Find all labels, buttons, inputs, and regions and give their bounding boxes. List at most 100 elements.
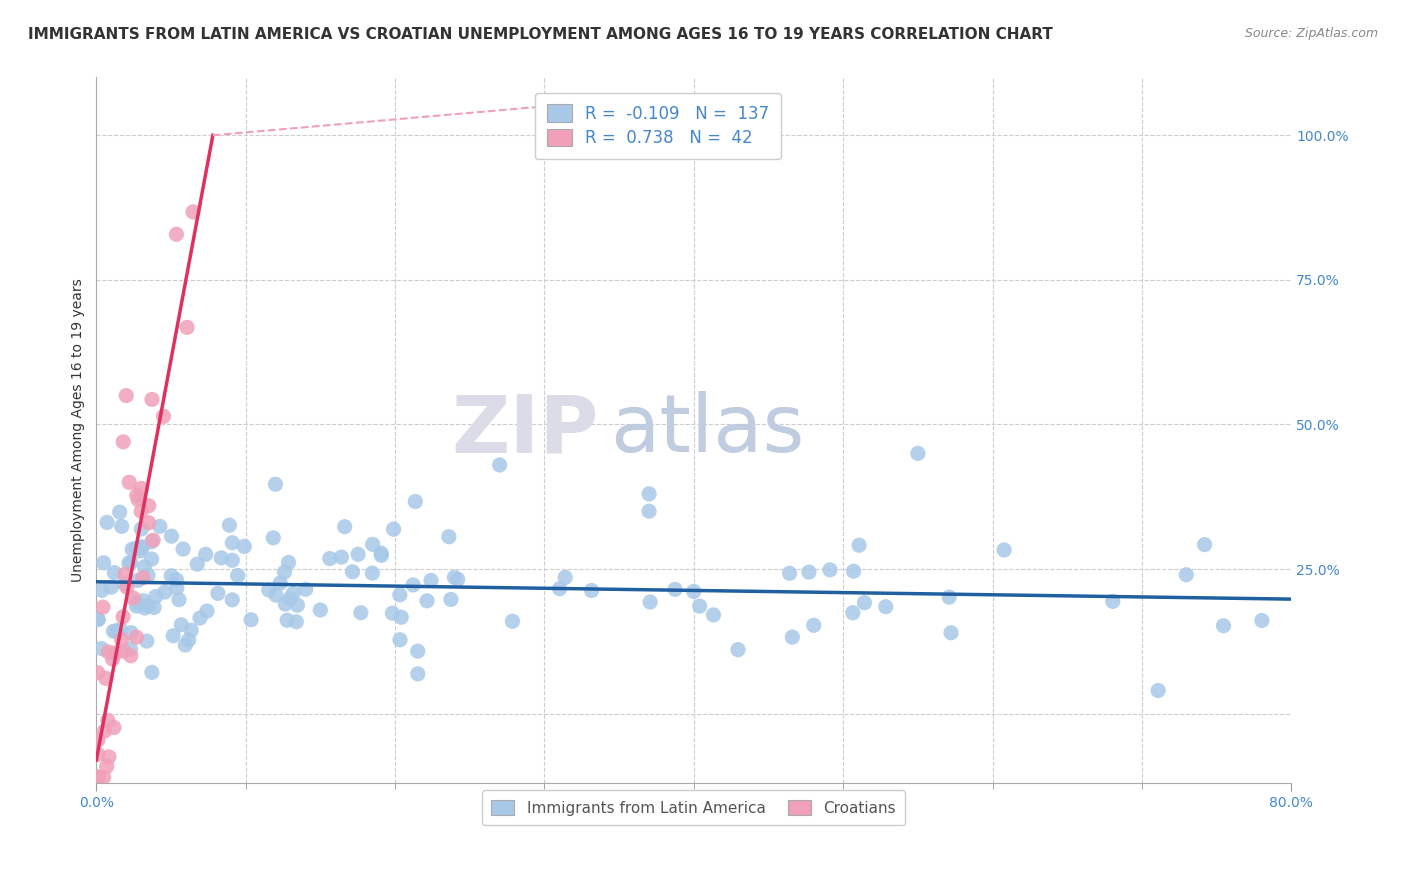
- Point: [87, 733, 110, 747]
- Point: [276, 613, 298, 627]
- Point: [1175, 567, 1198, 582]
- Point: [97, 645, 120, 659]
- Point: [110, 632, 132, 647]
- Point: [132, 593, 155, 607]
- Point: [103, 566, 125, 580]
- Point: [120, 648, 142, 663]
- Point: [141, 392, 163, 407]
- Point: [103, 721, 125, 735]
- Point: [125, 599, 148, 614]
- Point: [114, 567, 136, 582]
- Point: [842, 564, 865, 578]
- Point: [93, 770, 115, 784]
- Point: [165, 227, 187, 242]
- Point: [87, 665, 110, 680]
- Point: [160, 529, 183, 543]
- Point: [443, 570, 465, 584]
- Point: [488, 458, 510, 472]
- Point: [90, 641, 112, 656]
- Point: [118, 556, 141, 570]
- Point: [127, 574, 149, 588]
- Point: [162, 629, 184, 643]
- Point: [240, 613, 263, 627]
- Point: [97, 750, 120, 764]
- Text: Source: ZipAtlas.com: Source: ZipAtlas.com: [1244, 27, 1378, 40]
- Point: [416, 594, 439, 608]
- Point: [1212, 618, 1234, 632]
- Point: [277, 556, 299, 570]
- Point: [125, 541, 148, 556]
- Point: [269, 576, 291, 591]
- Point: [111, 519, 134, 533]
- Point: [167, 592, 190, 607]
- Point: [388, 632, 411, 647]
- Point: [875, 599, 897, 614]
- Point: [853, 596, 876, 610]
- Y-axis label: Unemployment Among Ages 16 to 19 years: Unemployment Among Ages 16 to 19 years: [72, 278, 86, 582]
- Point: [97, 714, 120, 728]
- Point: [274, 597, 297, 611]
- Point: [131, 482, 153, 496]
- Point: [114, 576, 136, 591]
- Point: [370, 549, 392, 563]
- Point: [115, 388, 138, 402]
- Point: [110, 623, 132, 637]
- Point: [96, 759, 118, 773]
- Point: [170, 617, 193, 632]
- Point: [207, 586, 229, 600]
- Point: [907, 446, 929, 460]
- Point: [141, 534, 163, 549]
- Point: [194, 547, 217, 561]
- Point: [91, 600, 114, 615]
- Point: [797, 565, 820, 579]
- Point: [281, 586, 304, 600]
- Point: [101, 652, 124, 666]
- Point: [361, 537, 384, 551]
- Point: [115, 580, 138, 594]
- Point: [129, 540, 152, 554]
- Point: [134, 559, 156, 574]
- Point: [120, 642, 142, 657]
- Point: [129, 504, 152, 518]
- Point: [112, 644, 135, 658]
- Point: [226, 568, 249, 582]
- Point: [1194, 538, 1216, 552]
- Point: [273, 565, 295, 579]
- Point: [180, 624, 202, 638]
- Point: [842, 606, 865, 620]
- Point: [638, 487, 661, 501]
- Point: [689, 599, 711, 614]
- Point: [87, 770, 110, 784]
- Point: [262, 531, 284, 545]
- Point: [437, 530, 460, 544]
- Point: [181, 205, 204, 219]
- Point: [165, 573, 187, 587]
- Point: [186, 557, 208, 571]
- Point: [143, 600, 166, 615]
- Point: [188, 611, 211, 625]
- Legend: Immigrants from Latin America, Croatians: Immigrants from Latin America, Croatians: [482, 790, 905, 825]
- Point: [87, 770, 110, 784]
- Point: [803, 618, 825, 632]
- Point: [221, 592, 243, 607]
- Point: [118, 475, 141, 490]
- Point: [87, 612, 110, 626]
- Point: [402, 578, 425, 592]
- Point: [87, 613, 110, 627]
- Point: [96, 516, 118, 530]
- Point: [782, 630, 804, 644]
- Point: [347, 547, 370, 561]
- Point: [548, 582, 571, 596]
- Point: [93, 724, 115, 739]
- Point: [129, 544, 152, 558]
- Point: [404, 494, 426, 508]
- Point: [938, 590, 960, 604]
- Point: [174, 638, 197, 652]
- Point: [350, 606, 373, 620]
- Point: [264, 588, 287, 602]
- Point: [195, 604, 218, 618]
- Point: [141, 665, 163, 680]
- Point: [389, 610, 412, 624]
- Point: [440, 592, 463, 607]
- Point: [287, 598, 309, 612]
